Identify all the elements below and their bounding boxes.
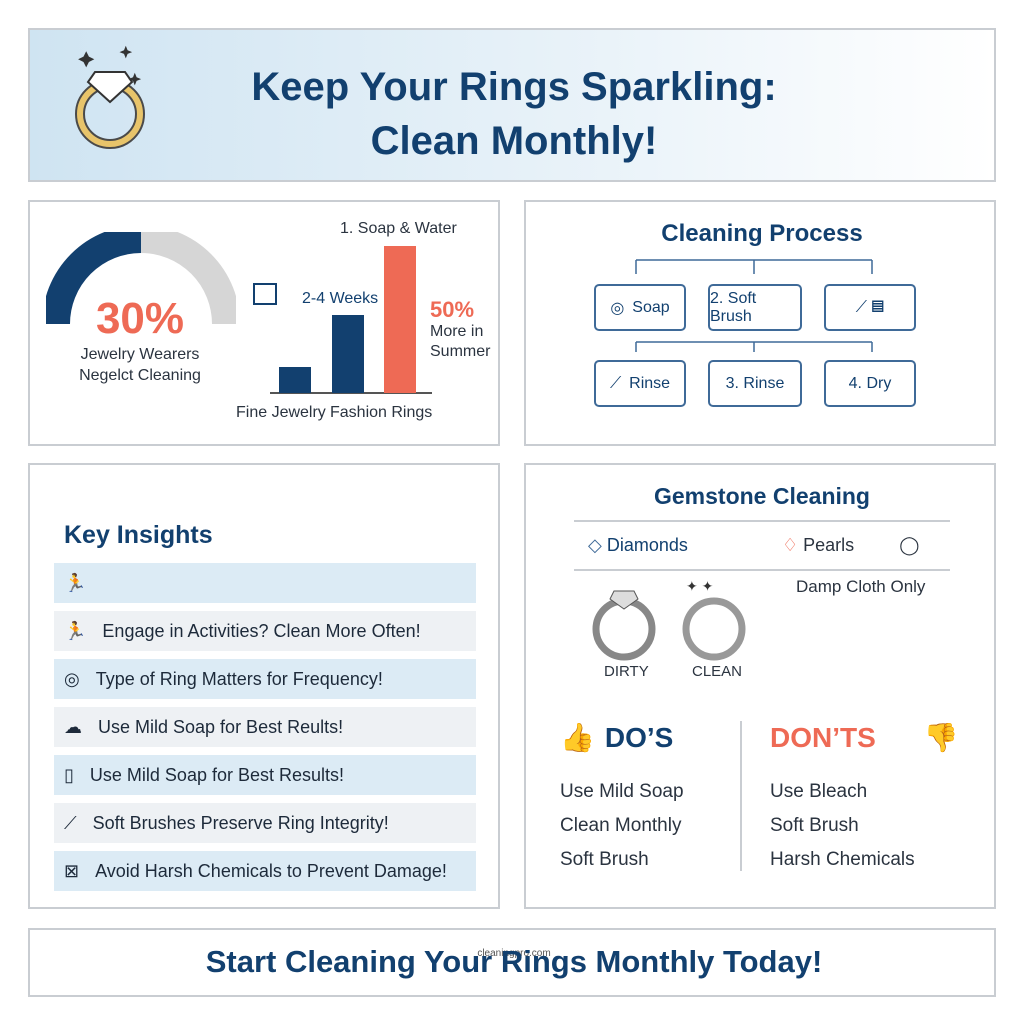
dos-heading: 👍 DO’S — [560, 722, 674, 753]
dont-item: Use Bleach — [770, 781, 868, 802]
step-icon: ⟋ — [609, 374, 622, 392]
process-title: Cleaning Process — [661, 220, 863, 247]
donts-heading: DON’TS 👎 — [770, 722, 959, 753]
bar-graphic — [253, 246, 432, 394]
svg-text:✦ ✦: ✦ ✦ — [686, 578, 714, 594]
step-box: 3. Rinse — [708, 360, 802, 407]
row-icon: ▯ — [64, 764, 74, 785]
insight-text: Type of Ring Matters for Frequency! — [95, 668, 383, 689]
do-item: Clean Monthly — [560, 815, 682, 836]
stats-panel: 30% Jewelry Wearers Negelct Cleaning 1. … — [28, 200, 500, 446]
stat-caption: Negelct Cleaning — [79, 367, 201, 384]
insight-row: 🏃 Engage in Activities? Clean More Often! — [54, 611, 476, 651]
insight-row: ▯ Use Mild Soap for Best Results! — [54, 755, 476, 795]
step-label: Soap — [632, 298, 670, 316]
title-line: Clean Monthly! — [370, 119, 658, 163]
dont-item: Harsh Chemicals — [770, 849, 915, 870]
gem-type: ◇ Diamonds — [588, 535, 688, 555]
insight-text: Soft Brushes Preserve Ring Integrity! — [92, 812, 389, 833]
insight-text: Use Mild Soap for Best Results! — [89, 764, 345, 785]
step-label: 3. Rinse — [725, 374, 785, 392]
step-box: ⟋ Rinse — [594, 360, 686, 407]
row-icon: 🏃 — [64, 572, 87, 593]
row-icon: ◎ — [64, 668, 80, 689]
connectors — [635, 259, 873, 352]
gem-title: Gemstone Cleaning — [654, 483, 870, 509]
do-item: Soft Brush — [560, 849, 649, 870]
insight-text: Engage in Activities? Clean More Often! — [102, 620, 421, 641]
step-box: ⟋ ▤ — [824, 284, 916, 331]
step-label: 4. Dry — [848, 374, 892, 392]
row-icon: 🏃 — [64, 620, 87, 641]
do-item: Use Mild Soap — [560, 781, 684, 802]
gem-note: Damp Cloth Only — [796, 577, 926, 596]
stat-percent: 30% — [95, 294, 185, 343]
side-caption: More in — [430, 323, 484, 340]
step-box: 2. Soft Brush — [708, 284, 802, 331]
insight-list: 🏃 🏃 Engage in Activities? Clean More Ofte… — [30, 563, 502, 903]
step-box: ◎ Soap — [594, 284, 686, 331]
dos-heading-text: DO’S — [604, 722, 674, 753]
gem-type-text: Diamonds — [606, 535, 688, 555]
gem-type: ♢ Pearls ◯ — [782, 535, 920, 555]
stat-caption: Jewelry Wearers — [80, 346, 200, 363]
dont-item: Soft Brush — [770, 815, 859, 836]
insight-row: 🏃 — [54, 563, 476, 603]
insight-text: Avoid Harsh Chemicals to Prevent Damage! — [95, 860, 447, 881]
row-icon: ⟋ — [64, 812, 77, 833]
side-caption: Summer — [430, 343, 491, 360]
bar-label: 2-4 Weeks — [302, 290, 379, 307]
watermark: cleaningpro.com — [477, 948, 551, 959]
footer-panel: cleaningpro.com Start Cleaning Your Ring… — [28, 928, 996, 997]
ring-label: DIRTY — [604, 663, 649, 680]
insight-row: ◎ Type of Ring Matters for Frequency! — [54, 659, 476, 699]
donts-heading-text: DON’TS — [770, 722, 876, 753]
ring-icon — [75, 45, 145, 149]
step-icon: ⟋ ▤ — [855, 298, 885, 316]
gemstone-panel: Gemstone Cleaning ◇ Diamonds ♢ Pearls ◯ … — [524, 463, 996, 909]
header-panel: Keep Your Rings Sparkling: Clean Monthly… — [28, 28, 996, 182]
insights-panel: Key Insights 🏃 🏃 Engage in Activities? Cl… — [28, 463, 500, 909]
insight-row: ☁ Use Mild Soap for Best Reults! — [54, 707, 476, 747]
step-label: 2. Soft Brush — [710, 289, 757, 325]
step-box: 4. Dry — [824, 360, 916, 407]
ring-label: CLEAN — [692, 663, 743, 680]
insight-row: ⊠ Avoid Harsh Chemicals to Prevent Damage… — [54, 851, 476, 891]
row-icon: ⊠ — [64, 860, 80, 881]
title-line: Keep Your Rings Sparkling: — [251, 65, 777, 109]
insight-row: ⟋ Soft Brushes Preserve Ring Integrity! — [54, 803, 476, 843]
side-value: 50% — [430, 297, 475, 322]
gauge — [46, 232, 236, 325]
row-icon: ☁ — [64, 716, 82, 737]
category-label: Fashion Rings — [330, 404, 433, 421]
rings-illustration: ✦ ✦ — [592, 578, 746, 661]
process-panel: Cleaning Process ◎ Soap 2. Soft Brush ⟋ ▤… — [524, 200, 996, 446]
bar-label: 1. Soap & Water — [340, 220, 457, 237]
gem-type-text: Pearls — [803, 535, 855, 555]
insight-text: Use Mild Soap for Best Reults! — [98, 716, 344, 737]
category-label: Fine Jewelry — [236, 404, 326, 421]
footer-text: Start Cleaning Your Rings Monthly Today! — [205, 944, 823, 979]
step-icon: ◎ — [610, 299, 625, 317]
step-label: Rinse — [629, 374, 671, 392]
insights-title: Key Insights — [64, 521, 213, 549]
